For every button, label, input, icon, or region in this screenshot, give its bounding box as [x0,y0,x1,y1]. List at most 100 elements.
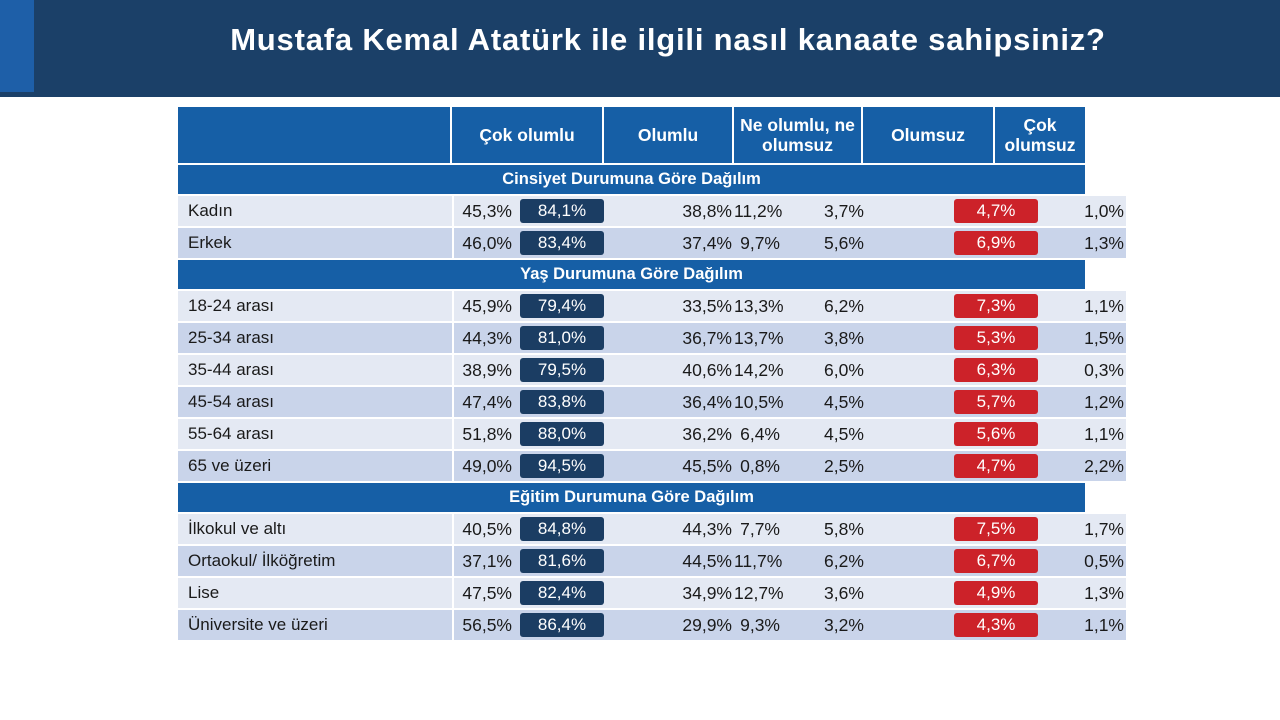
cell-ne-olumlu-ne-olumsuz: 12,7% [734,576,784,608]
cell-olumlu-toplam: 81,0% [514,321,604,353]
cell-olumsuz-toplam: 5,6% [954,417,1039,449]
negative-total-badge: 6,3% [954,358,1039,382]
cell-ne-olumlu-ne-olumsuz: 7,7% [734,512,782,544]
cell-olumlu: 36,2% [604,417,734,449]
cell-olumlu: 44,3% [604,512,734,544]
cell-olumsuz-toplam: 7,5% [954,512,1039,544]
cell-olumsuz-toplam: 4,7% [954,194,1039,226]
cell-olumlu: 33,5% [604,289,734,321]
cell-cok-olumlu: 47,5% [452,576,514,608]
table-body: Cinsiyet Durumuna Göre Dağılım Kadın 45,3%… [178,163,1126,640]
cell-cok-olumlu: 37,1% [452,544,514,576]
positive-total-badge: 79,4% [520,294,604,318]
table-row: 25-34 arası 44,3% 81,0% 36,7% 13,7% 3,8% 5,3% 1… [178,321,1126,353]
cell-ne-olumlu-ne-olumsuz: 14,2% [734,353,784,385]
cell-cok-olumlu: 51,8% [452,417,514,449]
table-row: 45-54 arası 47,4% 83,8% 36,4% 10,5% 4,5% 5,7% 1… [178,385,1126,417]
cell-olumlu-toplam: 84,8% [514,512,604,544]
cell-olumsuz: 3,8% [782,321,955,353]
cell-olumlu: 36,7% [604,321,734,353]
negative-total-badge: 6,9% [954,231,1039,255]
cell-olumsuz-toplam: 6,9% [954,226,1039,258]
cell-olumsuz-toplam: 6,7% [954,544,1039,576]
row-label: Üniversite ve üzeri [178,608,452,640]
header-cok-olumlu: Çok olumlu [452,107,604,163]
header-cok-olumsuz: Çok olumsuz [995,107,1086,163]
row-label: 55-64 arası [178,417,452,449]
cell-cok-olumlu: 47,4% [452,385,514,417]
cell-olumsuz: 2,5% [782,449,955,481]
negative-total-badge: 7,5% [954,517,1039,541]
survey-table: Çok olumlu Olumlu Ne olumlu, ne olumsuz … [178,107,1126,640]
cell-olumlu-toplam: 84,1% [514,194,604,226]
row-label: 45-54 arası [178,385,452,417]
section-title: Cinsiyet Durumuna Göre Dağılım [178,163,1086,194]
cell-olumsuz: 6,2% [782,544,955,576]
negative-total-badge: 4,7% [954,454,1039,478]
table-row: 18-24 arası 45,9% 79,4% 33,5% 13,3% 6,2% 7,3% 1… [178,289,1126,321]
table-row: İlkokul ve altı 40,5% 84,8% 44,3% 7,7% 5,8% 7,… [178,512,1126,544]
cell-olumsuz: 3,7% [782,194,955,226]
cell-ne-olumlu-ne-olumsuz: 9,7% [734,226,782,258]
cell-ne-olumlu-ne-olumsuz: 13,3% [734,289,784,321]
negative-total-badge: 6,7% [954,549,1039,573]
cell-olumlu-toplam: 83,8% [514,385,604,417]
cell-cok-olumlu: 45,3% [452,194,514,226]
cell-ne-olumlu-ne-olumsuz: 6,4% [734,417,782,449]
positive-total-badge: 82,4% [520,581,604,605]
cell-cok-olumlu: 38,9% [452,353,514,385]
cell-olumlu: 29,9% [604,608,734,640]
cell-olumlu-toplam: 79,5% [514,353,604,385]
header-olumsuz: Olumsuz [863,107,996,163]
cell-olumlu: 40,6% [604,353,734,385]
positive-total-badge: 83,8% [520,390,604,414]
cell-cok-olumlu: 45,9% [452,289,514,321]
cell-olumsuz: 5,6% [782,226,955,258]
cell-olumlu-toplam: 81,6% [514,544,604,576]
cell-olumlu-toplam: 79,4% [514,289,604,321]
cell-cok-olumlu: 46,0% [452,226,514,258]
cell-ne-olumlu-ne-olumsuz: 11,7% [734,544,782,576]
cell-olumsuz: 6,2% [782,289,955,321]
cell-olumsuz-toplam: 5,3% [954,321,1039,353]
row-label: 65 ve üzeri [178,449,452,481]
table-row: Üniversite ve üzeri 56,5% 86,4% 29,9% 9,3% 3,… [178,608,1126,640]
cell-ne-olumlu-ne-olumsuz: 0,8% [734,449,782,481]
cell-olumlu-toplam: 94,5% [514,449,604,481]
cell-ne-olumlu-ne-olumsuz: 11,2% [734,194,782,226]
section-header-row: Cinsiyet Durumuna Göre Dağılım [178,163,1126,194]
cell-olumsuz-toplam: 6,3% [954,353,1039,385]
slide-header: Mustafa Kemal Atatürk ile ilgili nasıl k… [0,0,1280,97]
cell-olumsuz: 4,5% [782,385,955,417]
table-row: Erkek 46,0% 83,4% 37,4% 9,7% 5,6% 6,9% 1,3% [178,226,1126,258]
row-label: 18-24 arası [178,289,452,321]
table-header-row: Çok olumlu Olumlu Ne olumlu, ne olumsuz … [178,107,1126,163]
row-label: Erkek [178,226,452,258]
cell-olumlu: 38,8% [604,194,734,226]
positive-total-badge: 84,1% [520,199,604,223]
cell-cok-olumlu: 44,3% [452,321,514,353]
positive-total-badge: 79,5% [520,358,604,382]
cell-olumsuz: 5,8% [782,512,955,544]
cell-olumlu-toplam: 86,4% [514,608,604,640]
negative-total-badge: 4,9% [954,581,1039,605]
negative-total-badge: 4,7% [954,199,1039,223]
table-row: 55-64 arası 51,8% 88,0% 36,2% 6,4% 4,5% 5,6% 1,… [178,417,1126,449]
positive-total-badge: 88,0% [520,422,604,446]
row-label: 25-34 arası [178,321,452,353]
row-label: Ortaokul/ İlköğretim [178,544,452,576]
section-header-row: Eğitim Durumuna Göre Dağılım [178,481,1126,512]
table-row: 35-44 arası 38,9% 79,5% 40,6% 14,2% 6,0% 6,3% 0… [178,353,1126,385]
negative-total-badge: 5,6% [954,422,1039,446]
table-row: Ortaokul/ İlköğretim 37,1% 81,6% 44,5% 11,7%… [178,544,1126,576]
table-row: 65 ve üzeri 49,0% 94,5% 45,5% 0,8% 2,5% 4,7% 2,… [178,449,1126,481]
positive-total-badge: 83,4% [520,231,604,255]
header-label-column [178,107,452,163]
positive-total-badge: 94,5% [520,454,604,478]
cell-olumsuz-toplam: 4,7% [954,449,1039,481]
cell-olumsuz-toplam: 4,3% [954,608,1039,640]
header-accent-bar [0,0,34,92]
cell-olumsuz: 6,0% [782,353,955,385]
row-label: Lise [178,576,452,608]
cell-olumsuz: 3,6% [782,576,955,608]
